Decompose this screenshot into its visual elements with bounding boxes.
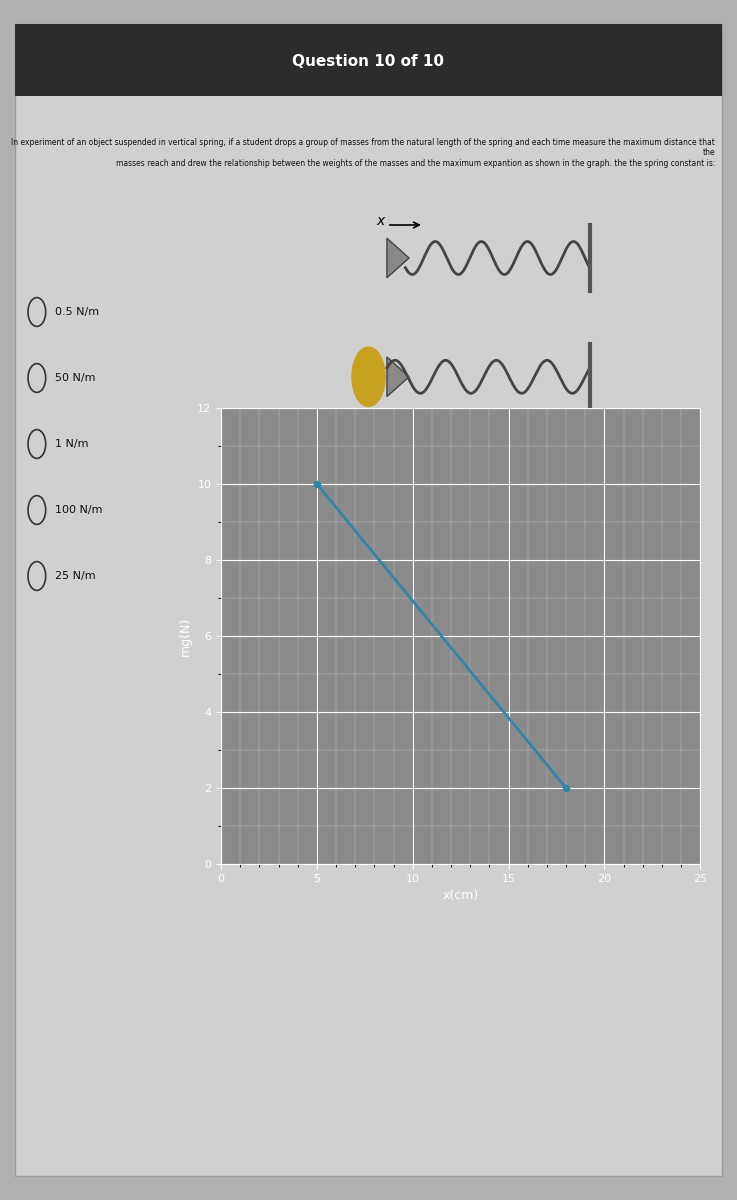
Text: 1 N/m: 1 N/m [55, 439, 88, 449]
Text: 50 N/m: 50 N/m [55, 373, 96, 383]
Point [311, 474, 323, 493]
X-axis label: x(cm): x(cm) [442, 889, 479, 902]
Text: Question 10 of 10: Question 10 of 10 [293, 54, 444, 68]
Text: 25 N/m: 25 N/m [55, 571, 96, 581]
Text: In experiment of an object suspended in vertical spring, if a student drops a gr: In experiment of an object suspended in … [11, 138, 715, 168]
Text: x: x [376, 214, 384, 228]
Polygon shape [387, 358, 409, 396]
Polygon shape [387, 238, 409, 277]
Bar [15, 24, 722, 96]
Y-axis label: mg(N): mg(N) [178, 617, 192, 655]
Circle shape [352, 347, 385, 407]
Text: 0.5 N/m: 0.5 N/m [55, 307, 99, 317]
Point [560, 779, 572, 798]
Text: 100 N/m: 100 N/m [55, 505, 102, 515]
